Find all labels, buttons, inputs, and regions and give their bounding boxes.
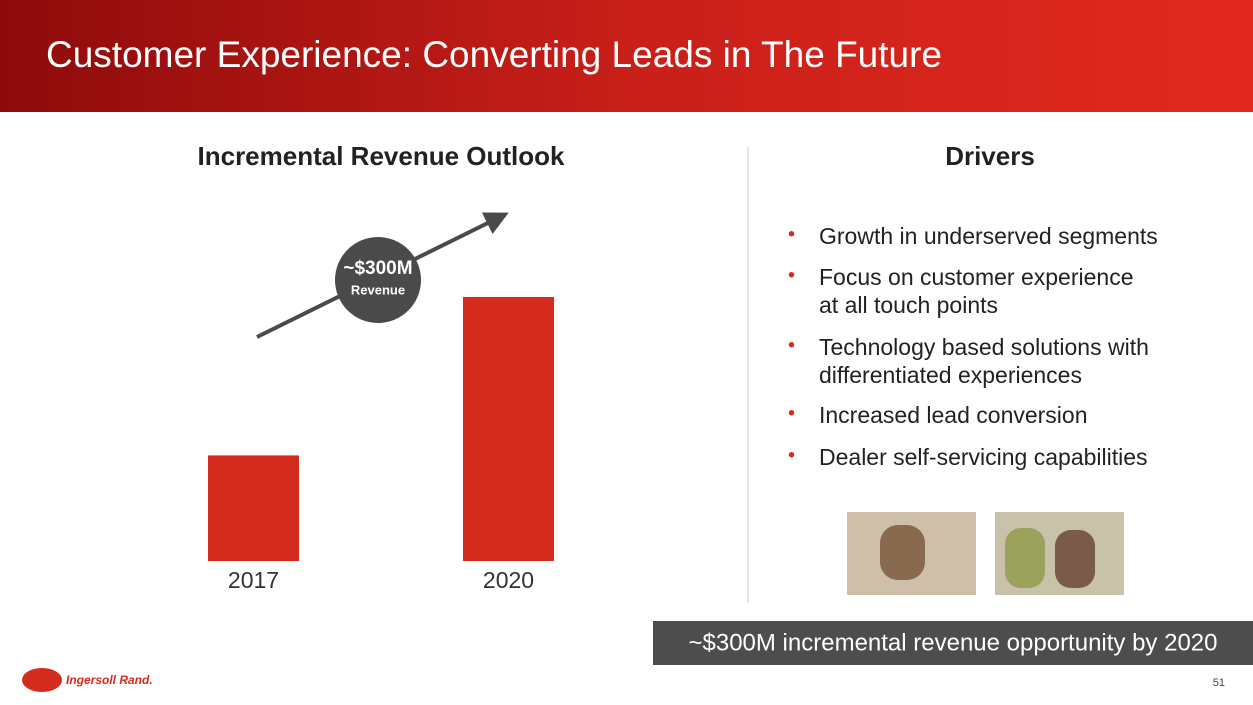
- bar: [463, 297, 554, 561]
- bullet-text: at all touch points: [819, 292, 998, 318]
- photo-figure: [880, 525, 925, 580]
- bullet-text: differentiated experiences: [819, 362, 1082, 388]
- logo-text: Ingersoll Rand.: [66, 673, 153, 687]
- bullet-dot: •: [788, 334, 795, 356]
- slide-title: Customer Experience: Converting Leads in…: [46, 34, 942, 75]
- chart-title: Incremental Revenue Outlook: [198, 141, 566, 171]
- annotation-value: ~$300M: [343, 258, 412, 279]
- header-bar: [0, 0, 1253, 112]
- bullet-text: Increased lead conversion: [819, 402, 1088, 428]
- photo-figure: [1005, 528, 1045, 588]
- bullet-dot: •: [788, 264, 795, 286]
- x-tick-label: 2017: [228, 567, 279, 593]
- photo-figure: [1055, 530, 1095, 588]
- x-tick-label: 2020: [483, 567, 534, 593]
- drivers-title: Drivers: [945, 141, 1035, 171]
- photos: [847, 512, 1124, 595]
- bullet-text: Technology based solutions with: [819, 334, 1149, 360]
- bullet-text: Focus on customer experience: [819, 264, 1134, 290]
- page-number: 51: [1213, 677, 1225, 689]
- bullet-dot: •: [788, 402, 795, 424]
- annotation-circle: [335, 237, 421, 323]
- logo-mark: [22, 668, 62, 692]
- annotation-label: Revenue: [351, 282, 405, 297]
- callout-text: ~$300M incremental revenue opportunity b…: [688, 629, 1217, 656]
- bar: [208, 455, 299, 561]
- bullet-text: Dealer self-servicing capabilities: [819, 444, 1148, 470]
- bullet-text: Growth in underserved segments: [819, 223, 1158, 249]
- bullet-dot: •: [788, 444, 795, 466]
- callout-box: [653, 621, 1253, 665]
- bullet-dot: •: [788, 223, 795, 245]
